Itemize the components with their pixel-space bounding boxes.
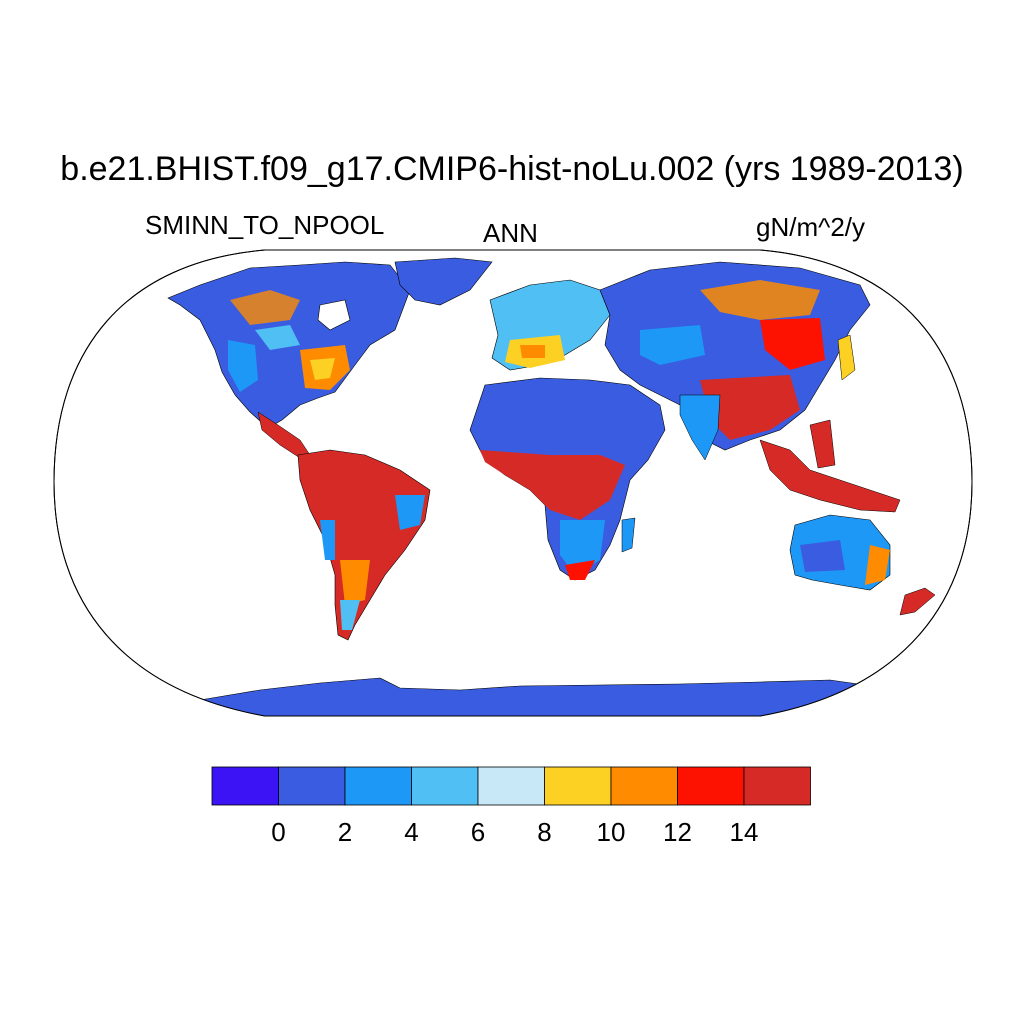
units-label: gN/m^2/y — [756, 212, 866, 242]
variable-label: SMINN_TO_NPOOL — [145, 210, 385, 240]
colorbar-tick-label: 12 — [663, 817, 692, 847]
colorbar-tick-label: 2 — [338, 817, 352, 847]
south-america-region — [297, 449, 431, 641]
africa-region — [469, 377, 666, 581]
colorbar: 0 2 4 6 8 10 12 14 — [211, 766, 811, 847]
colorbar-swatch — [278, 766, 346, 806]
season-label: ANN — [483, 218, 538, 248]
colorbar-swatch — [211, 766, 279, 806]
colorbar-swatch — [544, 766, 612, 806]
colorbar-tick-label: 6 — [471, 817, 485, 847]
colorbar-tick-label: 0 — [271, 817, 285, 847]
colorbar-tick-label: 14 — [730, 817, 759, 847]
australia-region — [789, 514, 936, 616]
asia-region — [599, 261, 901, 513]
colorbar-swatch — [411, 766, 479, 806]
colorbar-tick-label: 4 — [404, 817, 418, 847]
colorbar-swatch — [610, 766, 678, 806]
colorbar-tick-label: 10 — [597, 817, 626, 847]
colorbar-swatch — [344, 766, 412, 806]
antarctica-region — [199, 677, 961, 716]
plot-title: b.e21.BHIST.f09_g17.CMIP6-hist-noLu.002 … — [60, 150, 964, 188]
colorbar-swatch — [477, 766, 545, 806]
colorbar-swatch — [743, 766, 811, 806]
north-america-region — [167, 257, 493, 459]
europe-region — [489, 279, 611, 371]
colorbar-swatch — [677, 766, 745, 806]
colorbar-tick-label: 8 — [537, 817, 551, 847]
